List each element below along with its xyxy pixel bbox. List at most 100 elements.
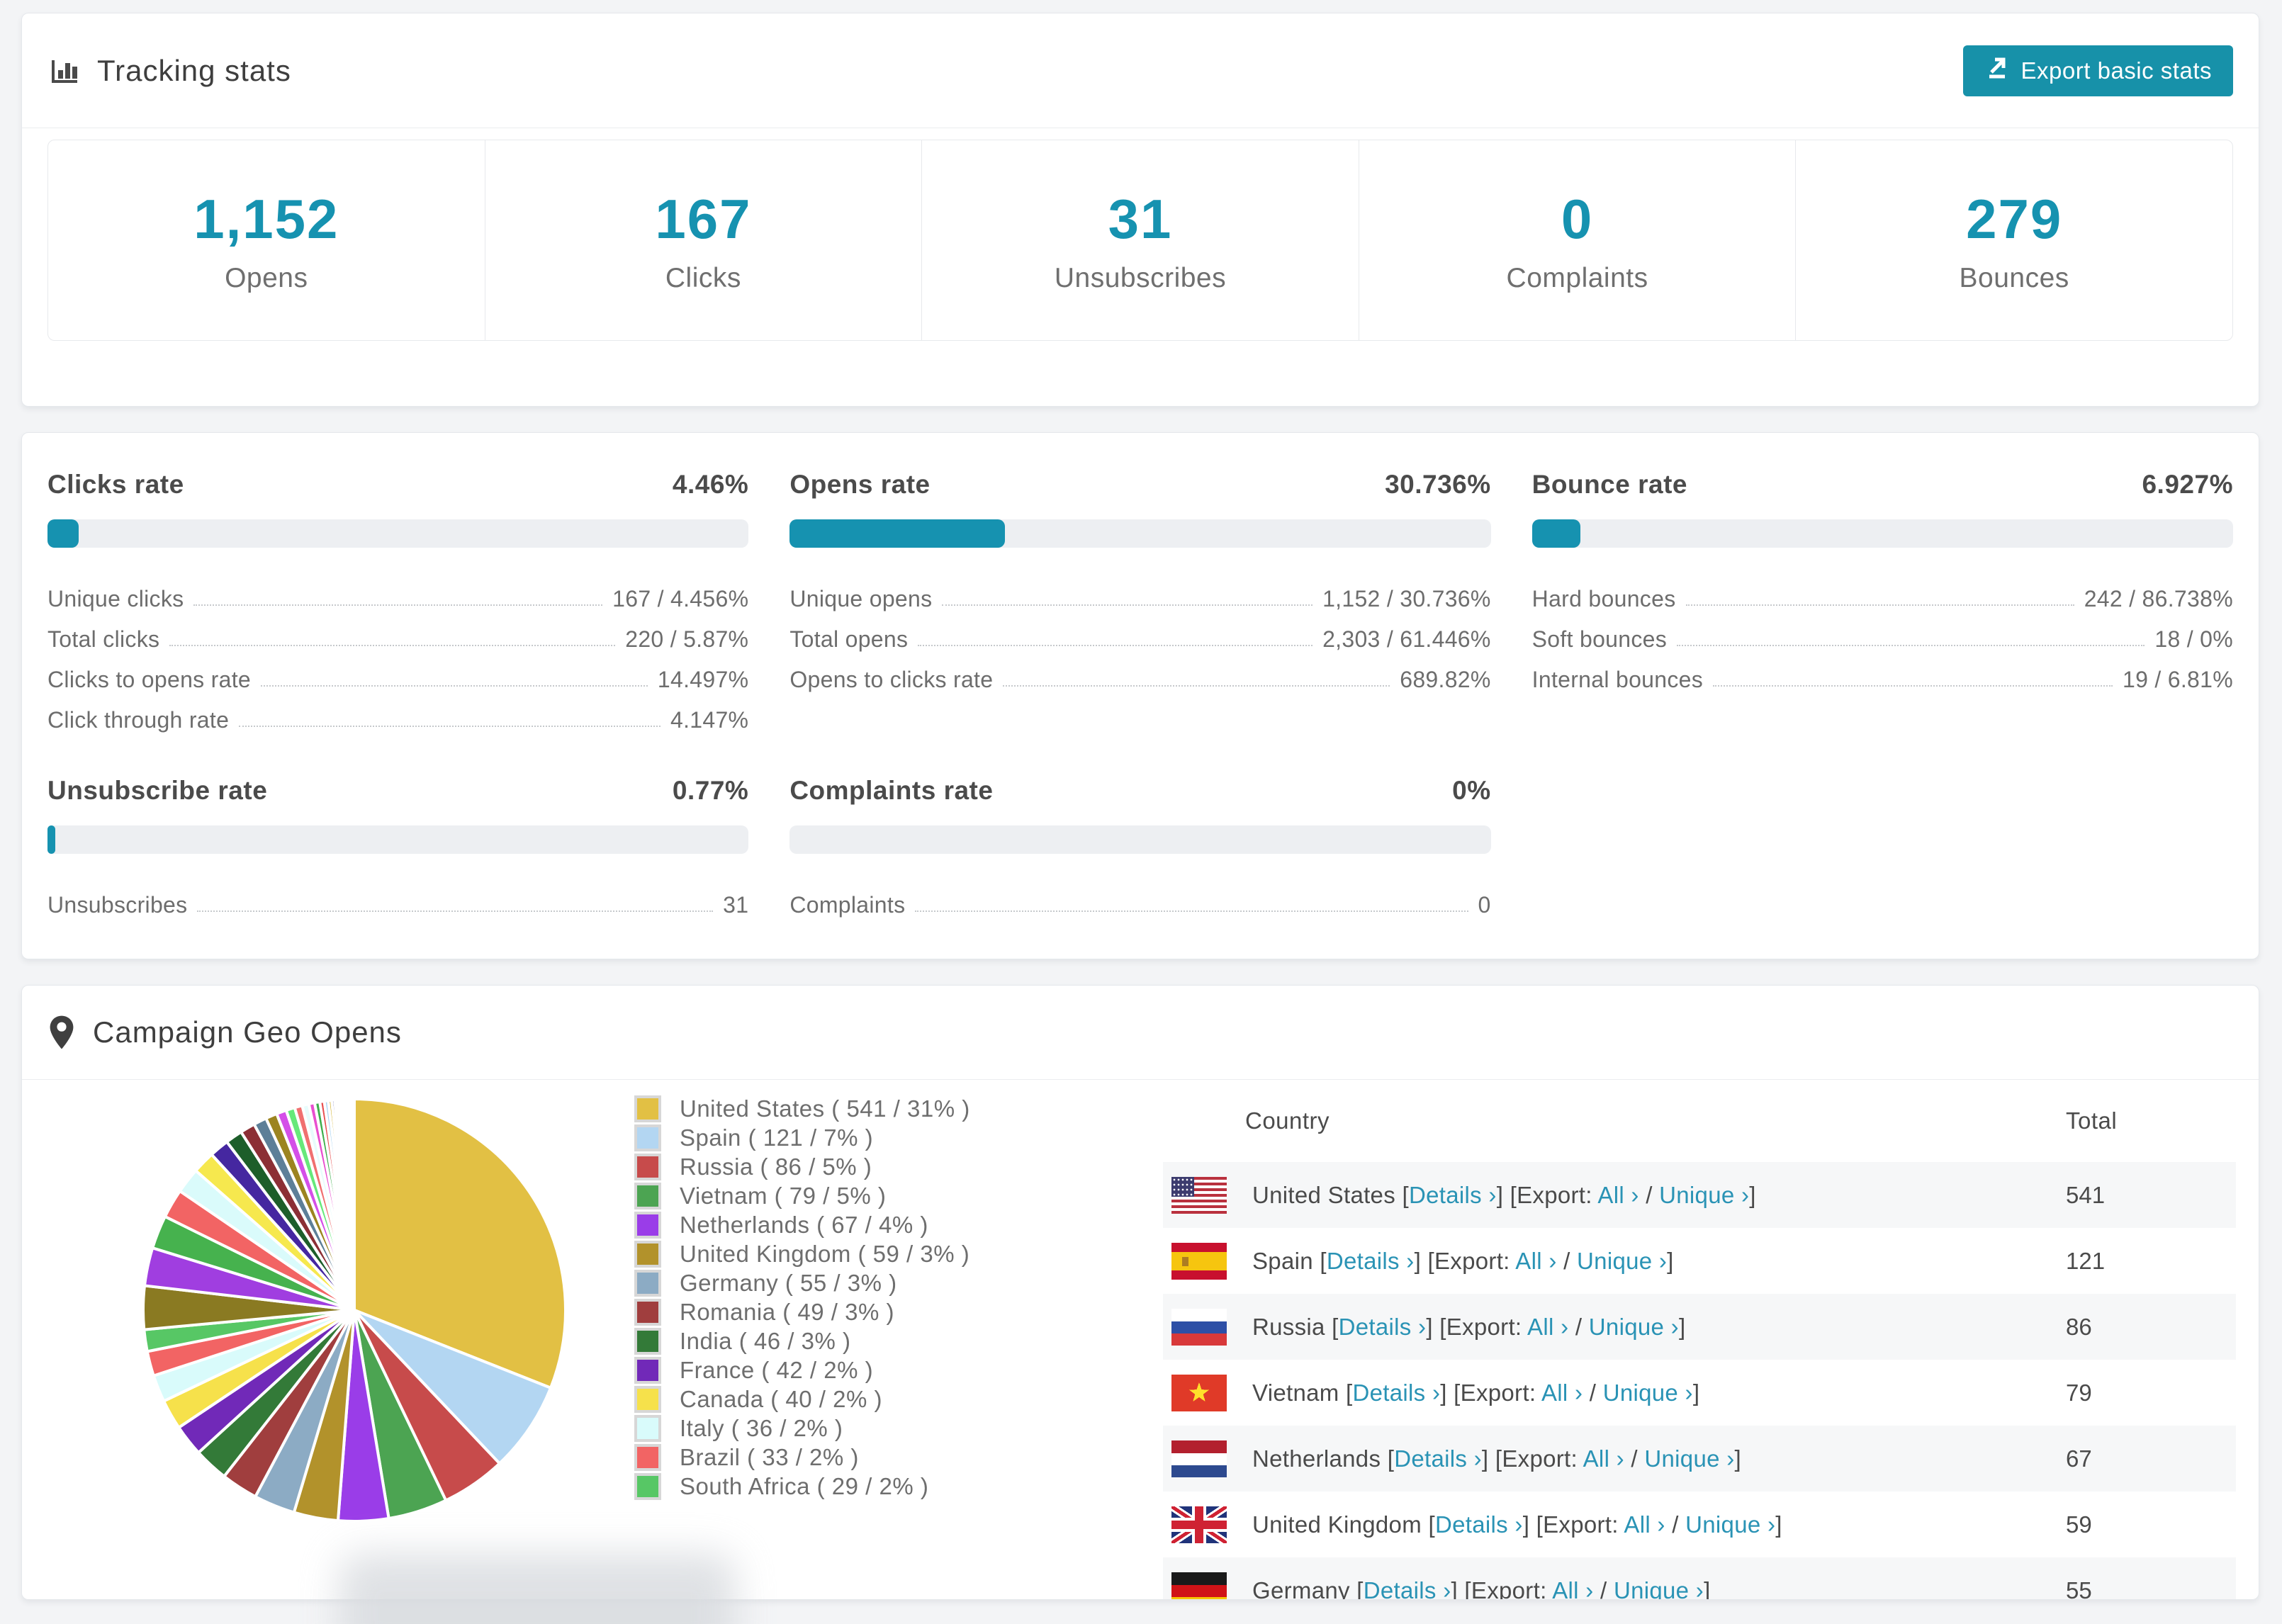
geo-table-header-country: Country: [1245, 1107, 1330, 1134]
rate-detail-value: 1,152 / 30.736%: [1322, 586, 1491, 611]
rate-detail-label: Unique opens: [789, 586, 933, 611]
dotted-leader: [918, 645, 1313, 646]
rate-detail-label: Click through rate: [47, 707, 230, 733]
stat-complaints: 0 Complaints: [1359, 140, 1797, 340]
country-name: Vietnam: [1252, 1379, 1347, 1406]
link-punctuation: [: [1346, 1379, 1353, 1406]
country-name: Netherlands: [1252, 1445, 1388, 1472]
dotted-leader: [1003, 685, 1390, 687]
stat-label-complaints: Complaints: [1506, 262, 1648, 293]
geo-table: Country Total United States [Details ›] …: [1163, 1080, 2236, 1600]
legend-swatch: [634, 1124, 661, 1151]
stat-unsubscribes: 31 Unsubscribes: [922, 140, 1359, 340]
legend-label: Canada ( 40 / 2% ): [680, 1385, 882, 1412]
country-cell: United Kingdom [Details ›] [Export: All …: [1252, 1511, 2066, 1538]
rate-detail-label: Unsubscribes: [47, 892, 188, 918]
dotted-leader: [1677, 645, 2145, 646]
rate-progress-fill: [47, 825, 55, 854]
export-all-link[interactable]: All ›: [1515, 1247, 1557, 1274]
export-all-link[interactable]: All ›: [1624, 1511, 1665, 1538]
details-link[interactable]: Details ›: [1434, 1511, 1523, 1538]
rate-detail-label: Soft bounces: [1531, 626, 1668, 652]
stats-summary-row: 1,152 Opens 167 Clicks 31 Unsubscribes 0 Compla…: [47, 140, 2233, 341]
stat-label-bounces: Bounces: [1959, 262, 2069, 293]
rate-title: Clicks rate: [47, 470, 184, 499]
legend-swatch: [634, 1240, 661, 1268]
legend-item-brazil: Brazil ( 33 / 2% ): [634, 1443, 970, 1472]
link-punctuation: [: [1428, 1511, 1435, 1538]
legend-item-romania: Romania ( 49 / 3% ): [634, 1297, 970, 1326]
export-unique-link[interactable]: Unique ›: [1644, 1445, 1735, 1472]
flag-us-icon: [1171, 1176, 1227, 1214]
link-punctuation: [: [1387, 1445, 1395, 1472]
legend-swatch: [634, 1443, 661, 1471]
rate-value: 30.736%: [1385, 470, 1491, 499]
pie-slice-spain[interactable]: [353, 1309, 553, 1466]
rate-progress-fill: [47, 519, 79, 548]
link-punctuation: /: [1665, 1511, 1686, 1538]
rate-progress-bar: [1531, 519, 2233, 548]
details-link[interactable]: Details ›: [1338, 1313, 1427, 1340]
export-unique-link[interactable]: Unique ›: [1685, 1511, 1776, 1538]
export-all-link[interactable]: All ›: [1541, 1379, 1583, 1406]
rate-detail-value: 19 / 6.81%: [2122, 667, 2233, 692]
geo-pie-chart[interactable]: [120, 1076, 588, 1544]
export-icon: [1984, 55, 2010, 86]
country-name: Germany: [1252, 1577, 1357, 1600]
details-link[interactable]: Details ›: [1326, 1247, 1415, 1274]
export-all-link[interactable]: All ›: [1527, 1313, 1569, 1340]
rate-progress-fill: [789, 519, 1006, 548]
stat-value-bounces: 279: [1966, 187, 2063, 250]
country-name: United Kingdom: [1252, 1511, 1429, 1538]
stat-value-opens: 1,152: [193, 187, 339, 250]
stat-opens: 1,152 Opens: [48, 140, 485, 340]
export-all-link[interactable]: All ›: [1597, 1181, 1639, 1208]
export-all-link[interactable]: All ›: [1583, 1445, 1624, 1472]
rate-detail-row: Total opens 2,303 / 61.446%: [789, 615, 1490, 655]
rate-detail-label: Hard bounces: [1531, 586, 1676, 611]
rate-detail-row: Soft bounces 18 / 0%: [1532, 615, 2233, 655]
pie-slice-united-states[interactable]: [353, 1097, 567, 1390]
total-cell: 67: [2066, 1445, 2092, 1472]
export-unique-link[interactable]: Unique ›: [1602, 1379, 1693, 1406]
total-cell: 121: [2066, 1247, 2106, 1274]
export-unique-link[interactable]: Unique ›: [1588, 1313, 1679, 1340]
legend-label: Brazil ( 33 / 2% ): [680, 1443, 859, 1470]
details-link[interactable]: Details ›: [1363, 1577, 1451, 1600]
export-unique-link[interactable]: Unique ›: [1613, 1577, 1704, 1600]
details-link[interactable]: Details ›: [1352, 1379, 1441, 1406]
export-unique-link[interactable]: Unique ›: [1659, 1181, 1750, 1208]
rate-progress-bar: [789, 825, 1491, 854]
rate-detail-label: Internal bounces: [1531, 667, 1704, 692]
country-cell: Vietnam [Details ›] [Export: All › / Uni…: [1252, 1380, 2066, 1406]
export-all-link[interactable]: All ›: [1552, 1577, 1594, 1600]
export-unique-link[interactable]: Unique ›: [1577, 1247, 1668, 1274]
export-basic-stats-button[interactable]: Export basic stats: [1962, 45, 2233, 96]
geo-table-row-spain: Spain [Details ›] [Export: All › / Uniqu…: [1163, 1228, 2236, 1294]
legend-item-united-kingdom: United Kingdom ( 59 / 3% ): [634, 1239, 970, 1268]
geo-opens-header: Campaign Geo Opens: [22, 986, 2259, 1080]
details-link[interactable]: Details ›: [1408, 1181, 1497, 1208]
rate-progress-bar: [789, 519, 1491, 548]
legend-swatch: [634, 1414, 661, 1442]
legend-label: South Africa ( 29 / 2% ): [680, 1472, 929, 1499]
rate-detail-value: 18 / 0%: [2154, 626, 2233, 652]
rate-detail-value: 0: [1478, 892, 1491, 918]
dotted-leader: [239, 726, 661, 727]
link-punctuation: ]: [1704, 1577, 1711, 1600]
stat-value-unsubscribes: 31: [1108, 187, 1173, 250]
details-link[interactable]: Details ›: [1394, 1445, 1482, 1472]
geo-table-row-germany: Germany [Details ›] [Export: All › / Uni…: [1163, 1557, 2236, 1600]
stat-label-opens: Opens: [225, 262, 308, 293]
rate-detail-value: 14.497%: [657, 667, 749, 692]
country-cell: Netherlands [Details ›] [Export: All › /…: [1252, 1445, 2066, 1472]
legend-label: Italy ( 36 / 2% ): [680, 1414, 843, 1441]
tracking-stats-card: Tracking stats Export basic stats 1,152 O…: [21, 13, 2259, 407]
dotted-leader: [197, 910, 714, 912]
rate-detail-row: Unique opens 1,152 / 30.736%: [789, 575, 1490, 615]
geo-table-header-total: Total: [2066, 1107, 2118, 1134]
geo-opens-card: Campaign Geo Opens United States ( 541 /…: [21, 985, 2259, 1600]
geo-table-row-united-kingdom: United Kingdom [Details ›] [Export: All …: [1163, 1492, 2236, 1557]
country-name: Russia: [1252, 1313, 1332, 1340]
